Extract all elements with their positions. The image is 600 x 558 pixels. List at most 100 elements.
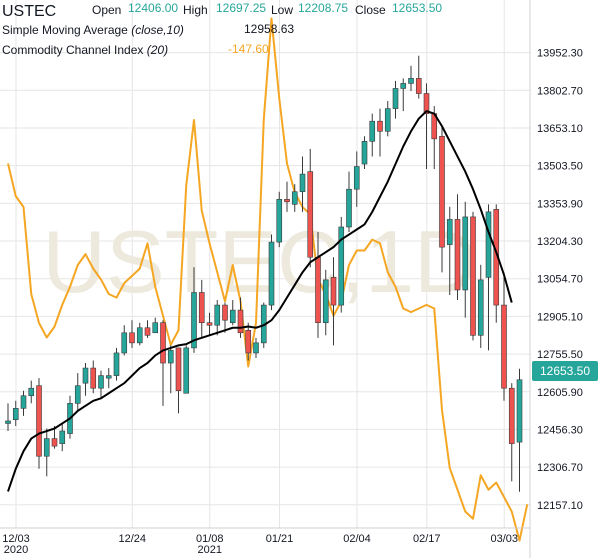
price-tick-label: 13054.70: [537, 274, 583, 286]
candle-up: [20, 395, 27, 409]
low-label: Low: [271, 3, 293, 17]
sma-legend-label: Simple Moving Average (close,10): [2, 23, 184, 37]
close-label: Close: [355, 3, 386, 17]
cci-name: Commodity Channel Index: [2, 43, 143, 57]
candle-down: [144, 327, 151, 336]
candle-up: [191, 292, 197, 349]
candle-up: [5, 420, 11, 424]
price-axis[interactable]: 13952.30 13802.70 13653.10 13503.50 13353.90…: [537, 48, 583, 512]
candle-down: [160, 322, 166, 364]
open-value: 12406.00: [128, 1, 178, 15]
candle-up: [167, 350, 174, 364]
sma-line: [7, 110, 513, 492]
candle-up: [183, 347, 190, 394]
price-tick-label: 13802.70: [537, 85, 583, 97]
candle-up: [361, 141, 368, 165]
candle-up: [253, 342, 259, 354]
candle-up: [400, 83, 407, 89]
candle-up: [59, 430, 66, 444]
cci-params: (20): [147, 43, 168, 57]
candle-up: [268, 241, 275, 306]
time-tick-year: 2020: [4, 544, 28, 556]
candle-down: [129, 332, 135, 344]
candle-down: [508, 387, 515, 444]
candle-down: [330, 277, 337, 306]
price-tick-label: 12456.30: [537, 424, 583, 436]
candle-down: [245, 329, 252, 354]
candle-up: [229, 309, 236, 324]
candle-up: [516, 379, 523, 443]
candle-up: [105, 375, 112, 379]
candle-down: [439, 136, 445, 248]
price-tick-label: 13653.10: [537, 123, 583, 135]
candle-up: [446, 219, 453, 245]
candle-up: [299, 173, 306, 193]
candle-down: [454, 219, 461, 291]
candles: [5, 55, 523, 492]
candle-up: [43, 438, 50, 457]
candle-up: [322, 279, 329, 324]
candle-up: [353, 166, 360, 190]
candle-down: [90, 367, 97, 389]
price-tick-label: 13503.50: [537, 161, 583, 173]
candle-up: [113, 352, 120, 376]
candle-up: [346, 188, 352, 228]
cci-legend-value: -147.60: [228, 42, 269, 56]
price-tick-label: 13204.30: [537, 236, 583, 248]
candle-up: [82, 367, 89, 384]
price-tick-label: 12306.70: [537, 462, 583, 474]
time-tick-label: 12/24: [118, 533, 146, 545]
candle-up: [121, 332, 128, 354]
candle-up: [28, 387, 35, 397]
candle-up: [74, 385, 81, 404]
symbol-name[interactable]: USTEC: [2, 3, 56, 20]
candle-up: [338, 226, 345, 306]
candle-up: [276, 198, 283, 243]
sma-name: Simple Moving Average: [2, 23, 128, 37]
candle-up: [408, 78, 414, 84]
candle-down: [206, 322, 213, 326]
gridlines: [0, 0, 530, 528]
time-tick-label: 02/17: [413, 533, 441, 545]
candle-down: [470, 216, 476, 336]
candle-up: [152, 322, 159, 334]
price-tick-label: 13952.30: [537, 48, 583, 60]
candle-up: [485, 211, 492, 278]
sma-params: (close,10): [131, 23, 184, 37]
price-tick-label: 12157.10: [537, 500, 583, 512]
candle-down: [175, 347, 182, 392]
candle-up: [384, 108, 391, 132]
sma-legend-value: 12958.63: [244, 22, 294, 36]
candle-down: [377, 120, 383, 132]
candle-down: [222, 304, 228, 321]
cci-legend-label: Commodity Channel Index (20): [2, 43, 168, 57]
candle-down: [198, 292, 205, 324]
price-tick-label: 12755.50: [537, 349, 583, 361]
candle-down: [423, 93, 430, 114]
candle-up: [12, 408, 19, 420]
candle-up: [98, 375, 104, 389]
candle-up: [369, 120, 376, 142]
candle-down: [36, 385, 42, 457]
price-tick-label: 13353.90: [537, 198, 583, 210]
high-label: High: [183, 3, 208, 17]
high-value: 12697.25: [216, 1, 266, 15]
last-price-label: 12653.50: [540, 364, 590, 378]
candle-up: [291, 191, 298, 205]
candle-down: [237, 309, 244, 334]
candle-up: [477, 279, 484, 336]
last-price-badge: 12653.50: [532, 361, 598, 381]
time-tick-label: 02/04: [343, 533, 371, 545]
candle-down: [501, 304, 507, 389]
time-tick-label: 01/08: [196, 533, 224, 545]
candle-down: [315, 256, 321, 324]
candle-down: [51, 438, 58, 447]
candle-up: [214, 304, 221, 326]
low-value: 12208.75: [298, 1, 348, 15]
time-tick-label: 03/03: [490, 533, 518, 545]
legend: USTEC Open 12406.00 High 12697.25 Low 12…: [2, 1, 442, 57]
candle-up: [462, 216, 469, 291]
candle-down: [284, 198, 290, 203]
